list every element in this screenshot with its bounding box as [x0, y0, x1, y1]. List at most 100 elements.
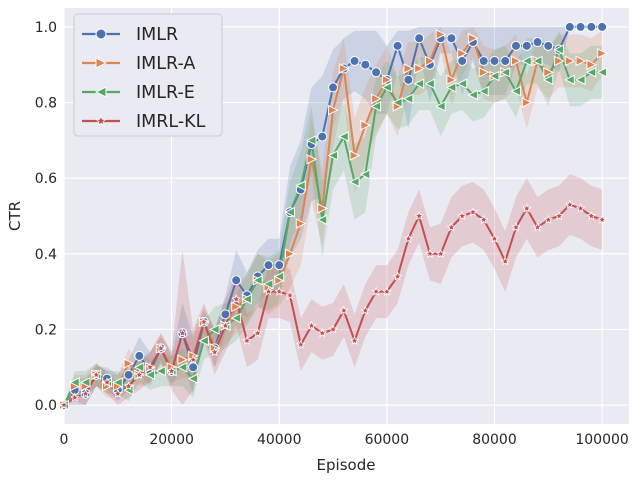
legend-imlr-a-marker [95, 57, 108, 69]
imrl-kl-point [435, 248, 446, 258]
imlr-e-point [187, 373, 199, 384]
imlr-e-point [198, 335, 209, 347]
imlr-a-band [64, 26, 603, 406]
imlr-e-point [338, 131, 349, 142]
y-tick-label: 0.2 [35, 322, 57, 338]
imlr-point [511, 40, 521, 51]
imlr-e-point [521, 55, 532, 67]
imrl-kl-point [209, 347, 220, 357]
legend-imlr-e-marker [94, 86, 107, 98]
imlr-e-point [596, 66, 608, 78]
imlr-e-point [252, 274, 263, 286]
imrl-kl-point [306, 320, 317, 330]
imlr-a-point [511, 55, 522, 67]
imlr-e-point [574, 74, 586, 86]
imlr-a-point [564, 55, 576, 67]
imrl-kl-point [317, 328, 328, 338]
imrl-kl-point [511, 222, 521, 232]
imrl-kl-point [339, 305, 349, 315]
imrl-kl-point [522, 203, 532, 213]
imlr-e-point [327, 150, 339, 161]
imrl-kl-point [113, 388, 123, 398]
imlr-e-band [64, 30, 603, 406]
imlr-point [478, 55, 489, 66]
imlr-point [575, 21, 586, 32]
imlr-point [317, 131, 328, 142]
imlr-point [532, 37, 543, 48]
imrl-kl-point [231, 294, 241, 304]
y-tick-label: 1.0 [35, 20, 57, 36]
imlr-a-point [285, 248, 296, 260]
imlr-e-point [133, 361, 145, 373]
imlr-e-point [273, 271, 285, 282]
imrl-kl-point [134, 369, 145, 379]
imrl-kl-point [349, 335, 360, 345]
imlr-point [274, 260, 285, 271]
imrl-kl-point [252, 328, 263, 338]
imlr-e-point [456, 78, 468, 89]
imrl-kl-point [371, 286, 381, 296]
imrl-kl-point [285, 290, 295, 300]
imlr-a-point [424, 55, 436, 67]
imlr-e-point [499, 66, 511, 78]
imrl-kl-point [199, 316, 209, 326]
imlr-a-point [371, 93, 382, 105]
imlr-e-point [241, 293, 252, 305]
legend-imlr-a-label: IMLR-A [136, 54, 195, 74]
imrl-kl-point [468, 207, 478, 217]
imlr-e-point [392, 97, 403, 108]
y-tick-label: 0.4 [35, 247, 57, 263]
imrl-kl-point [414, 210, 424, 221]
imlr-a-point [295, 218, 307, 229]
imlr-point [392, 40, 403, 51]
imlr-e-point [305, 135, 317, 146]
tick-labels: 0 20000 40000 60000 80000 100000 0.0 0.2 0.4 0.6 0… [35, 20, 629, 448]
imlr-a-point [543, 66, 554, 78]
imrl-kl-point [392, 271, 403, 281]
imlr-e-point [467, 89, 478, 101]
imrl-kl-point [59, 400, 69, 410]
imrl-kl-point [156, 343, 166, 353]
imlr-point [414, 33, 425, 44]
imlr-a-point [575, 55, 587, 67]
imlr-a-point [586, 59, 597, 71]
imlr-a-point [414, 63, 425, 74]
imlr-point [521, 40, 532, 51]
imrl-kl-point [425, 248, 435, 258]
legend-imrl-kl-marker [95, 114, 107, 126]
imlr-point [349, 55, 360, 66]
imlr-a-point [554, 55, 565, 67]
imlr-point [543, 40, 554, 51]
x-tick-label: 20000 [149, 432, 194, 448]
imrl-kl-point [532, 222, 543, 232]
imlr-point [188, 362, 199, 373]
imlr-point [263, 260, 274, 271]
x-tick-label: 0 [60, 432, 69, 448]
imlr-e-point [155, 365, 166, 377]
imrl-kl-point [166, 366, 177, 376]
imlr-a-point [381, 74, 393, 86]
imrl-kl-point [188, 354, 198, 364]
imrl-kl-point [586, 210, 597, 221]
imlr-point [360, 59, 371, 70]
imlr-e-point [478, 85, 489, 97]
imrl-kl-point [274, 286, 284, 296]
x-tick-label: 100000 [575, 432, 628, 448]
imrl-kl-point [145, 362, 155, 372]
imlr-point [597, 21, 608, 32]
imlr-e-point [69, 377, 80, 388]
imlr-e-point [284, 206, 295, 218]
imlr-e-point [144, 369, 156, 381]
x-tick-label: 80000 [472, 432, 517, 448]
imrl-kl-point [597, 214, 607, 224]
imrl-kl-point [565, 199, 575, 209]
imlr-e-point [112, 377, 123, 388]
imlr-a-point [597, 48, 608, 59]
imlr-e-point [381, 82, 392, 93]
imlr-a-point [177, 354, 188, 366]
imlr-a-point [467, 32, 479, 44]
imrl-kl-point [446, 222, 457, 232]
imlr-e-point [553, 44, 565, 55]
imlr-point [123, 369, 134, 380]
